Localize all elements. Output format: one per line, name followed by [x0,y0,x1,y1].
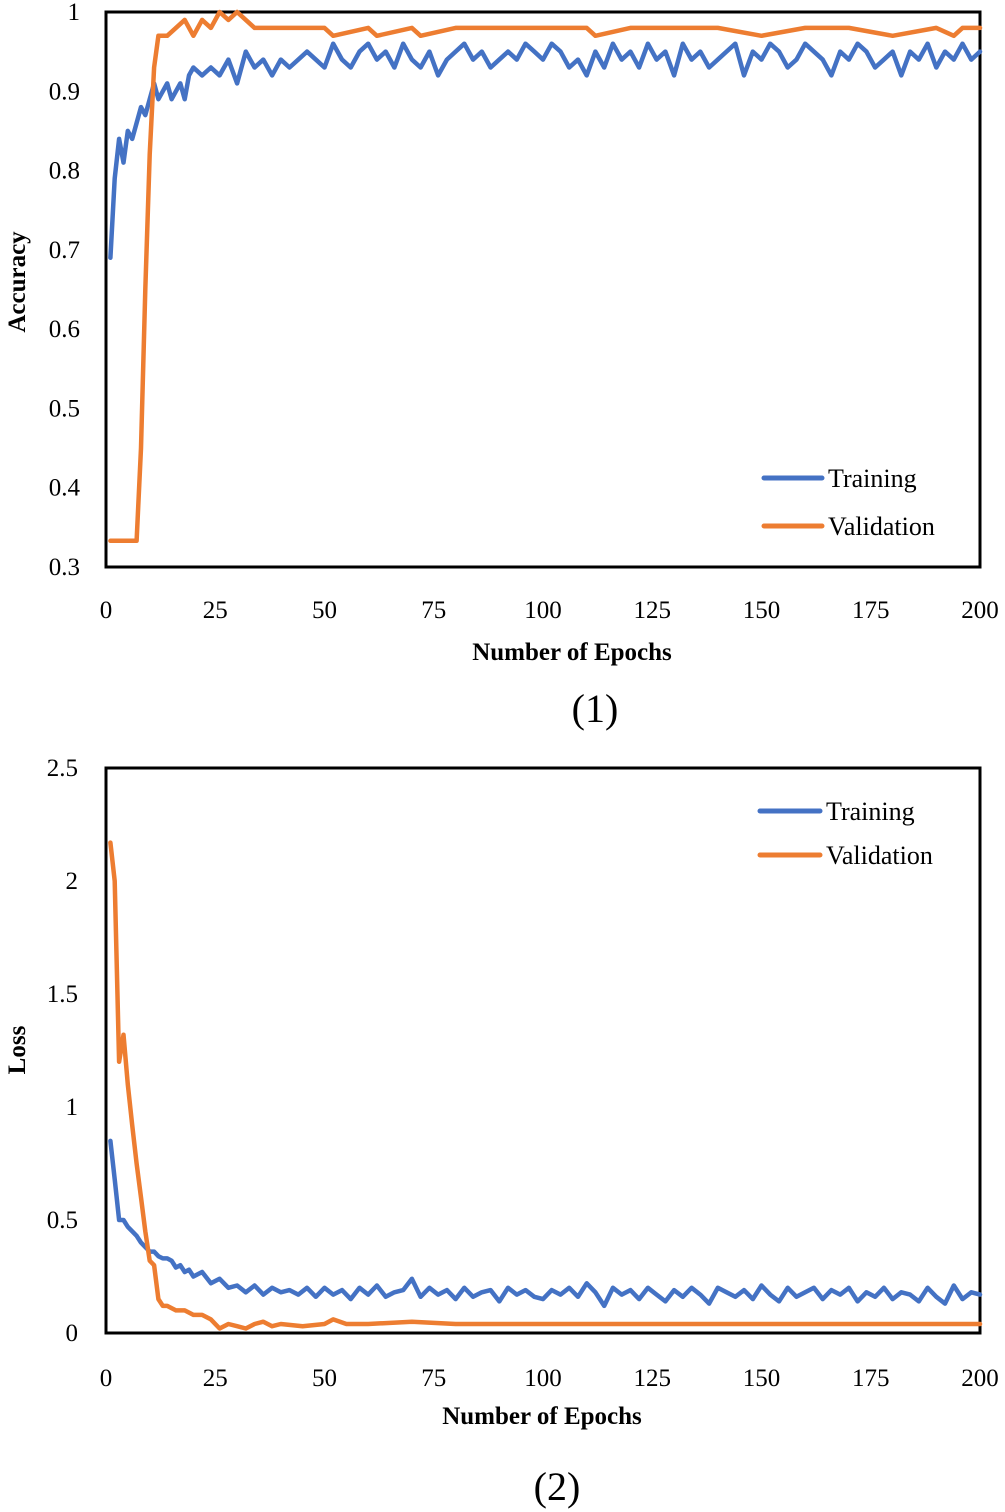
y-tick-label: 1 [66,1094,79,1121]
series-line-validation [108,9,983,544]
y-tick-label: 0.6 [49,316,80,343]
x-tick-label: 175 [852,1365,890,1392]
figure-caption: (2) [534,1464,581,1509]
y-axis-title: Loss [4,1025,31,1074]
legend-label-validation: Validation [826,841,933,870]
series-line-training [108,1138,983,1309]
x-tick-label: 25 [203,597,228,624]
x-tick-label: 150 [743,1365,781,1392]
figure-caption: (1) [572,686,619,731]
x-tick-label: 75 [421,1365,446,1392]
y-tick-label: 0.4 [49,475,81,502]
chart-loss: 0 0.5 1 1.5 2 2.5 0 25 50 75 100 125 150 175 200 Number… [4,755,999,1509]
x-tick-label: 150 [743,597,781,624]
x-axis-title: Number of Epochs [442,1403,642,1430]
x-tick-label: 175 [852,597,890,624]
series-line-validation [108,840,983,1331]
y-tick-label: 1.5 [47,981,78,1008]
y-tick-label: 1 [68,0,81,26]
y-tick-label: 2.5 [47,755,78,782]
x-axis-title: Number of Epochs [472,639,672,666]
legend-label-training: Training [826,797,915,826]
y-tick-label: 0.8 [49,158,80,185]
legend-label-training: Training [828,464,917,493]
x-tick-label: 100 [524,597,562,624]
plot-area-frame [104,766,982,1335]
x-tick-label: 100 [524,1365,562,1392]
x-tick-label: 25 [203,1365,228,1392]
y-tick-label: 0.5 [49,395,80,422]
x-tick-label: 75 [421,597,446,624]
x-tick-label: 50 [312,1365,337,1392]
y-axis-title: Accuracy [4,231,31,333]
x-tick-label: 0 [100,597,113,624]
y-tick-label: 2 [66,868,79,895]
legend-label-validation: Validation [828,512,935,541]
chart-accuracy: 0.3 0.4 0.5 0.6 0.7 0.8 0.9 1 0 25 50 75 100 125 150 17… [4,0,999,731]
x-tick-label: 50 [312,597,337,624]
x-tick-label: 200 [961,597,999,624]
y-tick-label: 0.7 [49,237,80,264]
x-tick-label: 125 [634,597,672,624]
y-tick-label: 0 [66,1320,79,1347]
y-tick-label: 0.5 [47,1207,78,1234]
series-line-training [108,41,983,261]
x-tick-label: 125 [634,1365,672,1392]
y-tick-label: 0.9 [49,78,80,105]
plot-area-frame [104,10,982,569]
x-tick-label: 200 [961,1365,999,1392]
x-tick-label: 0 [100,1365,113,1392]
y-tick-label: 0.3 [49,554,80,581]
